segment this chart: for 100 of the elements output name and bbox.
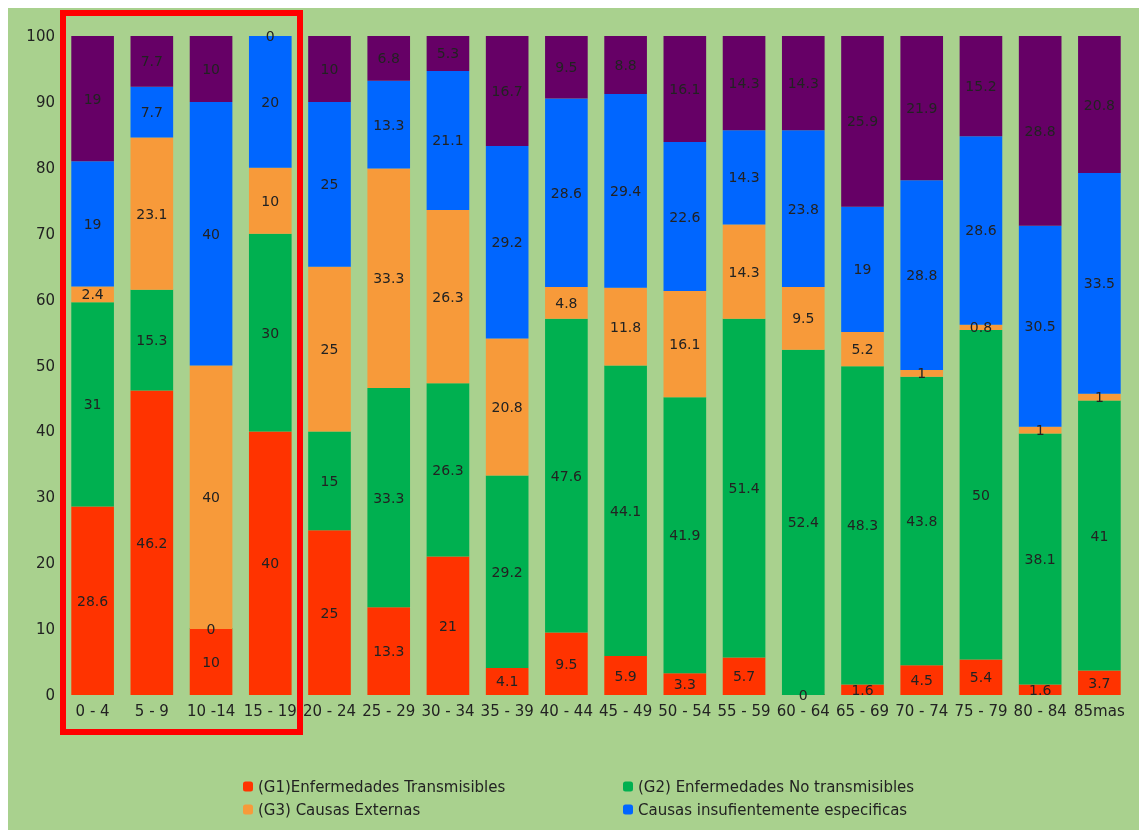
data-label: 29.2 (491, 234, 523, 251)
data-label: 28.8 (906, 267, 938, 284)
data-label: 52.4 (787, 514, 819, 531)
data-label: 46.2 (136, 534, 168, 551)
bar (900, 665, 944, 695)
data-label: 51.4 (728, 480, 760, 497)
data-label: 26.3 (432, 461, 464, 478)
data-label: 29.4 (610, 182, 642, 199)
data-label: 20.8 (1083, 96, 1115, 113)
data-label: 9.5 (792, 310, 815, 327)
y-tick-label: 0 (45, 686, 55, 704)
data-label: 14.3 (728, 263, 760, 280)
bar (604, 36, 647, 94)
data-label: 3.7 (1088, 674, 1111, 691)
data-label: 19 (83, 90, 102, 107)
data-label: 25 (320, 341, 339, 358)
data-label: 28.6 (77, 592, 109, 609)
bar (722, 36, 766, 131)
data-label: 5.3 (436, 45, 460, 62)
data-label: 6.8 (377, 50, 400, 67)
data-label: 10 (202, 654, 220, 671)
bar (367, 607, 411, 695)
bar (545, 632, 588, 695)
data-label: 25 (320, 176, 339, 193)
y-tick-label: 40 (35, 422, 55, 441)
data-label: 43.8 (906, 513, 938, 530)
x-tick-label: 45 - 49 (599, 701, 653, 720)
data-label: 1.6 (851, 681, 874, 698)
data-label: 15.2 (965, 78, 997, 95)
bar (1018, 433, 1062, 685)
data-label: 23.8 (787, 200, 819, 217)
bar (663, 142, 707, 292)
legend-label: (G1)Enfermedades Transmisibles (258, 777, 506, 796)
bar (308, 266, 351, 432)
bar (959, 36, 1003, 137)
x-tick-label: 30 - 34 (421, 701, 475, 720)
data-label: 1 (1035, 422, 1045, 439)
bar (367, 80, 411, 169)
bar (130, 86, 174, 138)
bar (722, 130, 766, 225)
data-label: 9.5 (555, 655, 578, 672)
data-label: 1.6 (1029, 681, 1052, 698)
bar (545, 318, 588, 633)
bar (1018, 225, 1062, 427)
x-tick-label: 85mas (1074, 701, 1125, 720)
data-label: 19 (853, 261, 872, 278)
bar (1078, 173, 1121, 394)
bar (308, 530, 351, 695)
bar (781, 287, 825, 350)
data-label: 5.2 (851, 341, 874, 358)
y-tick-label: 60 (35, 290, 55, 309)
bar (426, 383, 470, 557)
data-label: 20 (261, 93, 280, 110)
data-label: 21.9 (906, 100, 938, 117)
bar (900, 376, 944, 666)
data-label: 40 (202, 225, 220, 242)
data-label: 25 (320, 604, 339, 621)
data-label: 38.1 (1024, 550, 1056, 567)
bar (485, 667, 529, 695)
bar (308, 101, 351, 267)
bar (71, 302, 114, 507)
bar (71, 161, 114, 287)
y-tick-label: 90 (35, 92, 55, 111)
data-label: 0 (798, 686, 808, 703)
bar (367, 36, 411, 81)
data-label: 48.3 (846, 517, 879, 534)
bar (841, 366, 884, 685)
bar (1078, 400, 1121, 671)
data-label: 7.7 (140, 53, 163, 70)
y-tick-label: 20 (35, 554, 55, 573)
data-label: 7.7 (140, 104, 163, 121)
bar (485, 338, 529, 476)
data-label: 16.1 (669, 336, 701, 353)
bar (841, 206, 884, 332)
data-label: 10 (320, 60, 339, 77)
data-label: 30 (261, 324, 280, 341)
x-tick-label: 0 - 4 (75, 701, 110, 720)
data-label: 33.3 (373, 489, 405, 506)
y-tick-label: 50 (35, 356, 55, 375)
bar (130, 390, 174, 695)
bar (900, 36, 944, 181)
bar (485, 36, 529, 147)
data-label: 26.3 (432, 288, 464, 305)
data-label: 41.9 (669, 527, 701, 544)
bar (663, 291, 707, 398)
bar (604, 287, 647, 366)
data-label: 28.6 (965, 222, 997, 239)
data-label: 30.5 (1024, 318, 1056, 335)
data-label: 14.3 (728, 169, 760, 186)
legend-label: (G3) Causas Externas (258, 800, 421, 819)
x-tick-label: 70 - 74 (895, 701, 949, 720)
data-label: 4.5 (910, 672, 933, 689)
legend-label: Causas insufientemente especificas (638, 800, 908, 819)
bar (248, 233, 292, 432)
data-label: 40 (261, 555, 280, 572)
data-label: 3.3 (673, 676, 696, 693)
data-label: 5.9 (614, 667, 637, 684)
data-label: 15 (320, 472, 339, 489)
data-label: 40 (202, 489, 220, 506)
bar (426, 36, 470, 71)
